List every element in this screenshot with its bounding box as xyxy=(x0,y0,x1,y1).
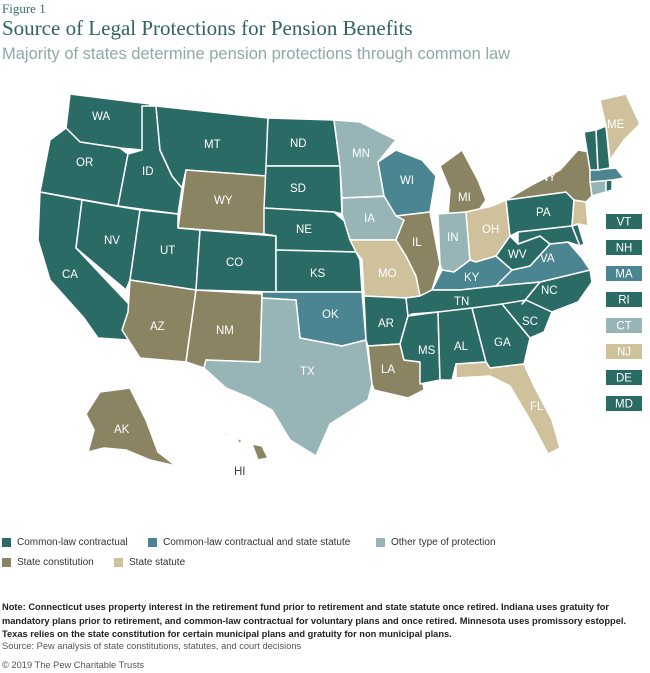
legend-label: Common-law contractual and state statute xyxy=(163,537,351,548)
state-RI xyxy=(605,179,613,193)
small-state-boxes: VT NH MA RI CT NJ DE MD xyxy=(606,214,642,411)
state-AK xyxy=(85,387,177,467)
legend-label: Other type of protection xyxy=(391,537,496,548)
legend-item-state-constitution: State constitution xyxy=(2,557,94,568)
legend-item-common-law-contractual: Common-law contractual xyxy=(2,537,128,548)
label-KY: KY xyxy=(464,272,480,284)
label-MO: MO xyxy=(378,268,397,280)
state-SC xyxy=(501,299,553,339)
label-LA: LA xyxy=(381,364,395,376)
label-OR: OR xyxy=(76,157,93,169)
legend-label: Common-law contractual xyxy=(17,537,128,548)
state-WI xyxy=(377,149,437,217)
label-MI: MI xyxy=(458,192,471,204)
legend-swatch xyxy=(148,538,157,547)
legend-swatch xyxy=(2,538,11,547)
legend-swatch xyxy=(2,558,11,567)
chart-title: Source of Legal Protections for Pension … xyxy=(2,16,413,40)
box-RI xyxy=(606,292,642,307)
label-IN: IN xyxy=(447,232,459,244)
box-CT xyxy=(606,318,642,333)
footnote: Note: Connecticut uses property interest… xyxy=(2,602,627,639)
label-KS: KS xyxy=(310,268,326,280)
state-MI xyxy=(439,149,487,217)
state-TX xyxy=(203,297,373,457)
box-label-MD: MD xyxy=(615,399,633,411)
label-IA: IA xyxy=(364,213,375,225)
label-OK: OK xyxy=(322,309,339,321)
label-CO: CO xyxy=(226,257,243,269)
state-MA xyxy=(589,167,625,183)
label-TN: TN xyxy=(454,296,469,308)
state-NV xyxy=(75,199,141,291)
label-WV: WV xyxy=(508,249,527,261)
state-FL xyxy=(455,361,561,455)
box-label-NH: NH xyxy=(616,243,633,255)
legend-label: State constitution xyxy=(17,557,94,568)
label-WI: WI xyxy=(400,175,414,187)
label-ND: ND xyxy=(290,138,307,150)
legend-swatch xyxy=(376,538,385,547)
source-line: Source: Pew analysis of state constituti… xyxy=(2,641,302,651)
label-IL: IL xyxy=(412,237,422,249)
label-SD: SD xyxy=(290,183,306,195)
label-WA: WA xyxy=(92,111,110,123)
box-DE xyxy=(606,370,642,385)
box-MA xyxy=(606,266,642,281)
legend-item-common-law-and-statute: Common-law contractual and state statute xyxy=(148,537,350,548)
label-NC: NC xyxy=(541,285,558,297)
label-FL: FL xyxy=(530,401,544,413)
box-label-VT: VT xyxy=(617,217,632,229)
label-AZ: AZ xyxy=(150,321,165,333)
copyright-line: © 2019 The Pew Charitable Trusts xyxy=(2,660,145,670)
legend-item-other: Other type of protection xyxy=(376,537,496,548)
us-map: WA OR CA ID NV MT WY UT AZ CO NM ND SD N… xyxy=(37,93,642,478)
label-ID: ID xyxy=(142,166,154,178)
label-SC: SC xyxy=(522,316,538,328)
state-ME xyxy=(599,93,641,161)
label-AL: AL xyxy=(454,341,469,353)
state-NH xyxy=(595,125,611,171)
label-ME: ME xyxy=(607,119,625,131)
legend-swatch xyxy=(114,558,123,567)
state-SD xyxy=(263,165,343,215)
state-KS xyxy=(275,249,363,293)
label-UT: UT xyxy=(160,245,175,257)
box-label-MA: MA xyxy=(615,269,633,281)
box-label-DE: DE xyxy=(616,373,632,385)
label-TX: TX xyxy=(300,366,315,378)
label-MS: MS xyxy=(418,345,436,357)
box-MD xyxy=(606,396,642,411)
label-VA: VA xyxy=(540,253,555,265)
chart-subtitle: Majority of states determine pension pro… xyxy=(2,45,511,63)
label-NE: NE xyxy=(296,224,312,236)
state-NJ xyxy=(571,199,589,227)
label-MT: MT xyxy=(204,139,221,151)
box-VT xyxy=(606,214,642,229)
label-NY: NY xyxy=(540,172,556,184)
legend-item-state-statute: State statute xyxy=(114,557,185,568)
state-HI xyxy=(223,431,269,461)
box-label-RI: RI xyxy=(618,295,630,307)
legend-label: State statute xyxy=(129,557,186,568)
box-label-NJ: NJ xyxy=(617,347,631,359)
label-OH: OH xyxy=(482,224,499,236)
label-WY: WY xyxy=(214,195,233,207)
figure-label: Figure 1 xyxy=(2,1,46,16)
label-HI: HI xyxy=(234,466,246,478)
box-label-CT: CT xyxy=(616,321,631,333)
label-MN: MN xyxy=(352,148,370,160)
label-AK: AK xyxy=(114,424,130,436)
label-PA: PA xyxy=(536,207,551,219)
label-NM: NM xyxy=(216,325,234,337)
label-GA: GA xyxy=(494,337,511,349)
label-AR: AR xyxy=(378,318,394,330)
box-NH xyxy=(606,240,642,255)
label-CA: CA xyxy=(62,269,78,281)
box-NJ xyxy=(606,344,642,359)
label-NV: NV xyxy=(104,235,120,247)
state-IL xyxy=(395,211,441,297)
